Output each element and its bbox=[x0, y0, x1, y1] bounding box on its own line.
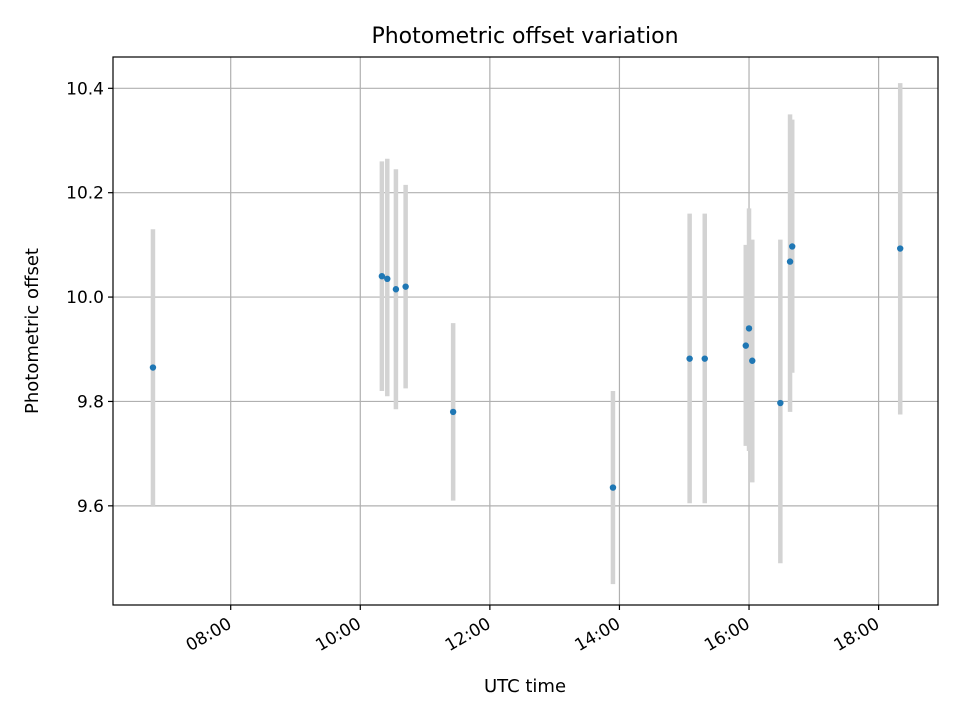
data-point bbox=[777, 399, 784, 407]
data-point bbox=[392, 286, 400, 293]
data-point bbox=[749, 357, 756, 364]
plot-frame bbox=[112, 56, 939, 606]
y-axis-label: Photometric offset bbox=[22, 248, 43, 414]
data-point bbox=[609, 484, 617, 491]
data-points bbox=[149, 243, 904, 491]
data-point bbox=[449, 408, 457, 416]
x-axis-label: UTC time bbox=[484, 676, 566, 697]
data-point bbox=[745, 325, 753, 332]
data-point bbox=[686, 355, 693, 362]
data-point bbox=[149, 364, 157, 371]
data-point bbox=[701, 355, 708, 362]
data-point bbox=[402, 283, 409, 290]
data-point bbox=[742, 342, 749, 349]
chart-title: Photometric offset variation bbox=[371, 24, 678, 49]
data-point bbox=[789, 243, 796, 250]
data-point bbox=[786, 258, 794, 265]
y-tick-label: 10.4 bbox=[66, 79, 104, 99]
y-tick-label: 10.0 bbox=[66, 288, 104, 308]
data-point bbox=[897, 245, 904, 252]
data-point bbox=[378, 273, 386, 280]
data-point bbox=[384, 275, 391, 283]
y-tick-label: 10.2 bbox=[66, 184, 104, 204]
y-tick-label: 9.6 bbox=[77, 497, 104, 517]
y-tick-label: 9.8 bbox=[77, 392, 104, 412]
